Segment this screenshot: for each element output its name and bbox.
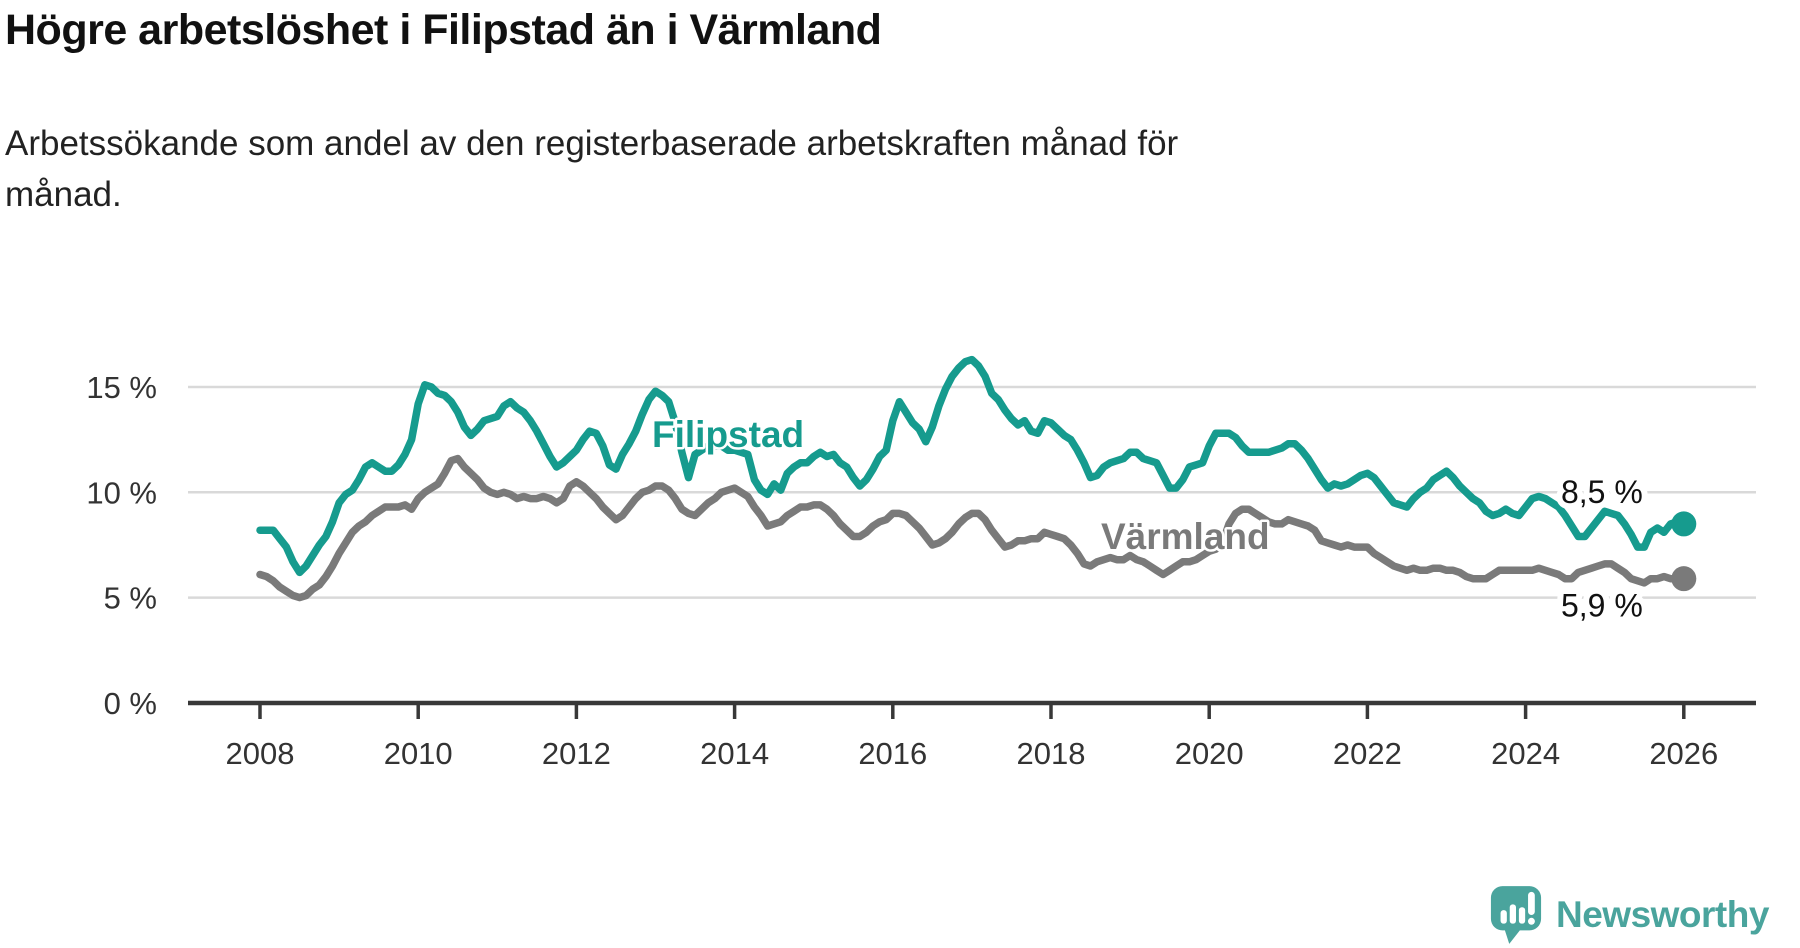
series-line-0 xyxy=(256,355,1688,577)
logo-exclamation-bar xyxy=(1528,891,1535,915)
x-tick-label: 2016 xyxy=(858,736,927,771)
logo-exclamation-dot xyxy=(1527,917,1535,925)
series-end-value-0: 8,5 % xyxy=(1561,474,1643,510)
x-tick-label: 2008 xyxy=(226,736,295,771)
newsworthy-brand: Newsworthy xyxy=(1489,884,1769,946)
logo-bar-mid xyxy=(1518,907,1526,924)
subtitle-line-1: Arbetssökande som andel av den registerb… xyxy=(5,124,1179,163)
series-label-0: Filipstad xyxy=(652,414,804,455)
subtitle-line-2: månad. xyxy=(5,175,122,215)
series-end-dot-1 xyxy=(1671,566,1697,592)
newsworthy-logo-icon xyxy=(1490,886,1542,944)
y-tick-label: 10 % xyxy=(86,475,157,510)
x-tick-label: 2012 xyxy=(542,736,611,771)
x-tick-label: 2022 xyxy=(1333,736,1402,771)
series-end-dot-0 xyxy=(1671,511,1697,537)
page-title: Högre arbetslöshet i Filipstad än i Värm… xyxy=(5,6,882,54)
x-tick-label: 2026 xyxy=(1649,736,1718,771)
y-tick-label: 5 % xyxy=(104,581,157,616)
brand-name: Newsworthy xyxy=(1556,894,1769,935)
x-tick-label: 2018 xyxy=(1017,736,1086,771)
y-tick-label: 0 % xyxy=(104,686,157,721)
logo-bar-tall xyxy=(1509,904,1516,924)
x-tick-label: 2010 xyxy=(384,736,453,771)
x-tick-label: 2020 xyxy=(1175,736,1244,771)
x-tick-label: 2024 xyxy=(1491,736,1560,771)
chart-subtitle: Arbetssökande som andel av den registerb… xyxy=(5,118,1565,221)
series-label-1: Värmland xyxy=(1101,516,1270,557)
x-tick-label: 2014 xyxy=(700,736,769,771)
series-line-1 xyxy=(256,454,1688,602)
y-tick-label: 15 % xyxy=(86,370,157,405)
logo-bar-short xyxy=(1500,910,1507,924)
series-end-value-1: 5,9 % xyxy=(1561,588,1643,624)
